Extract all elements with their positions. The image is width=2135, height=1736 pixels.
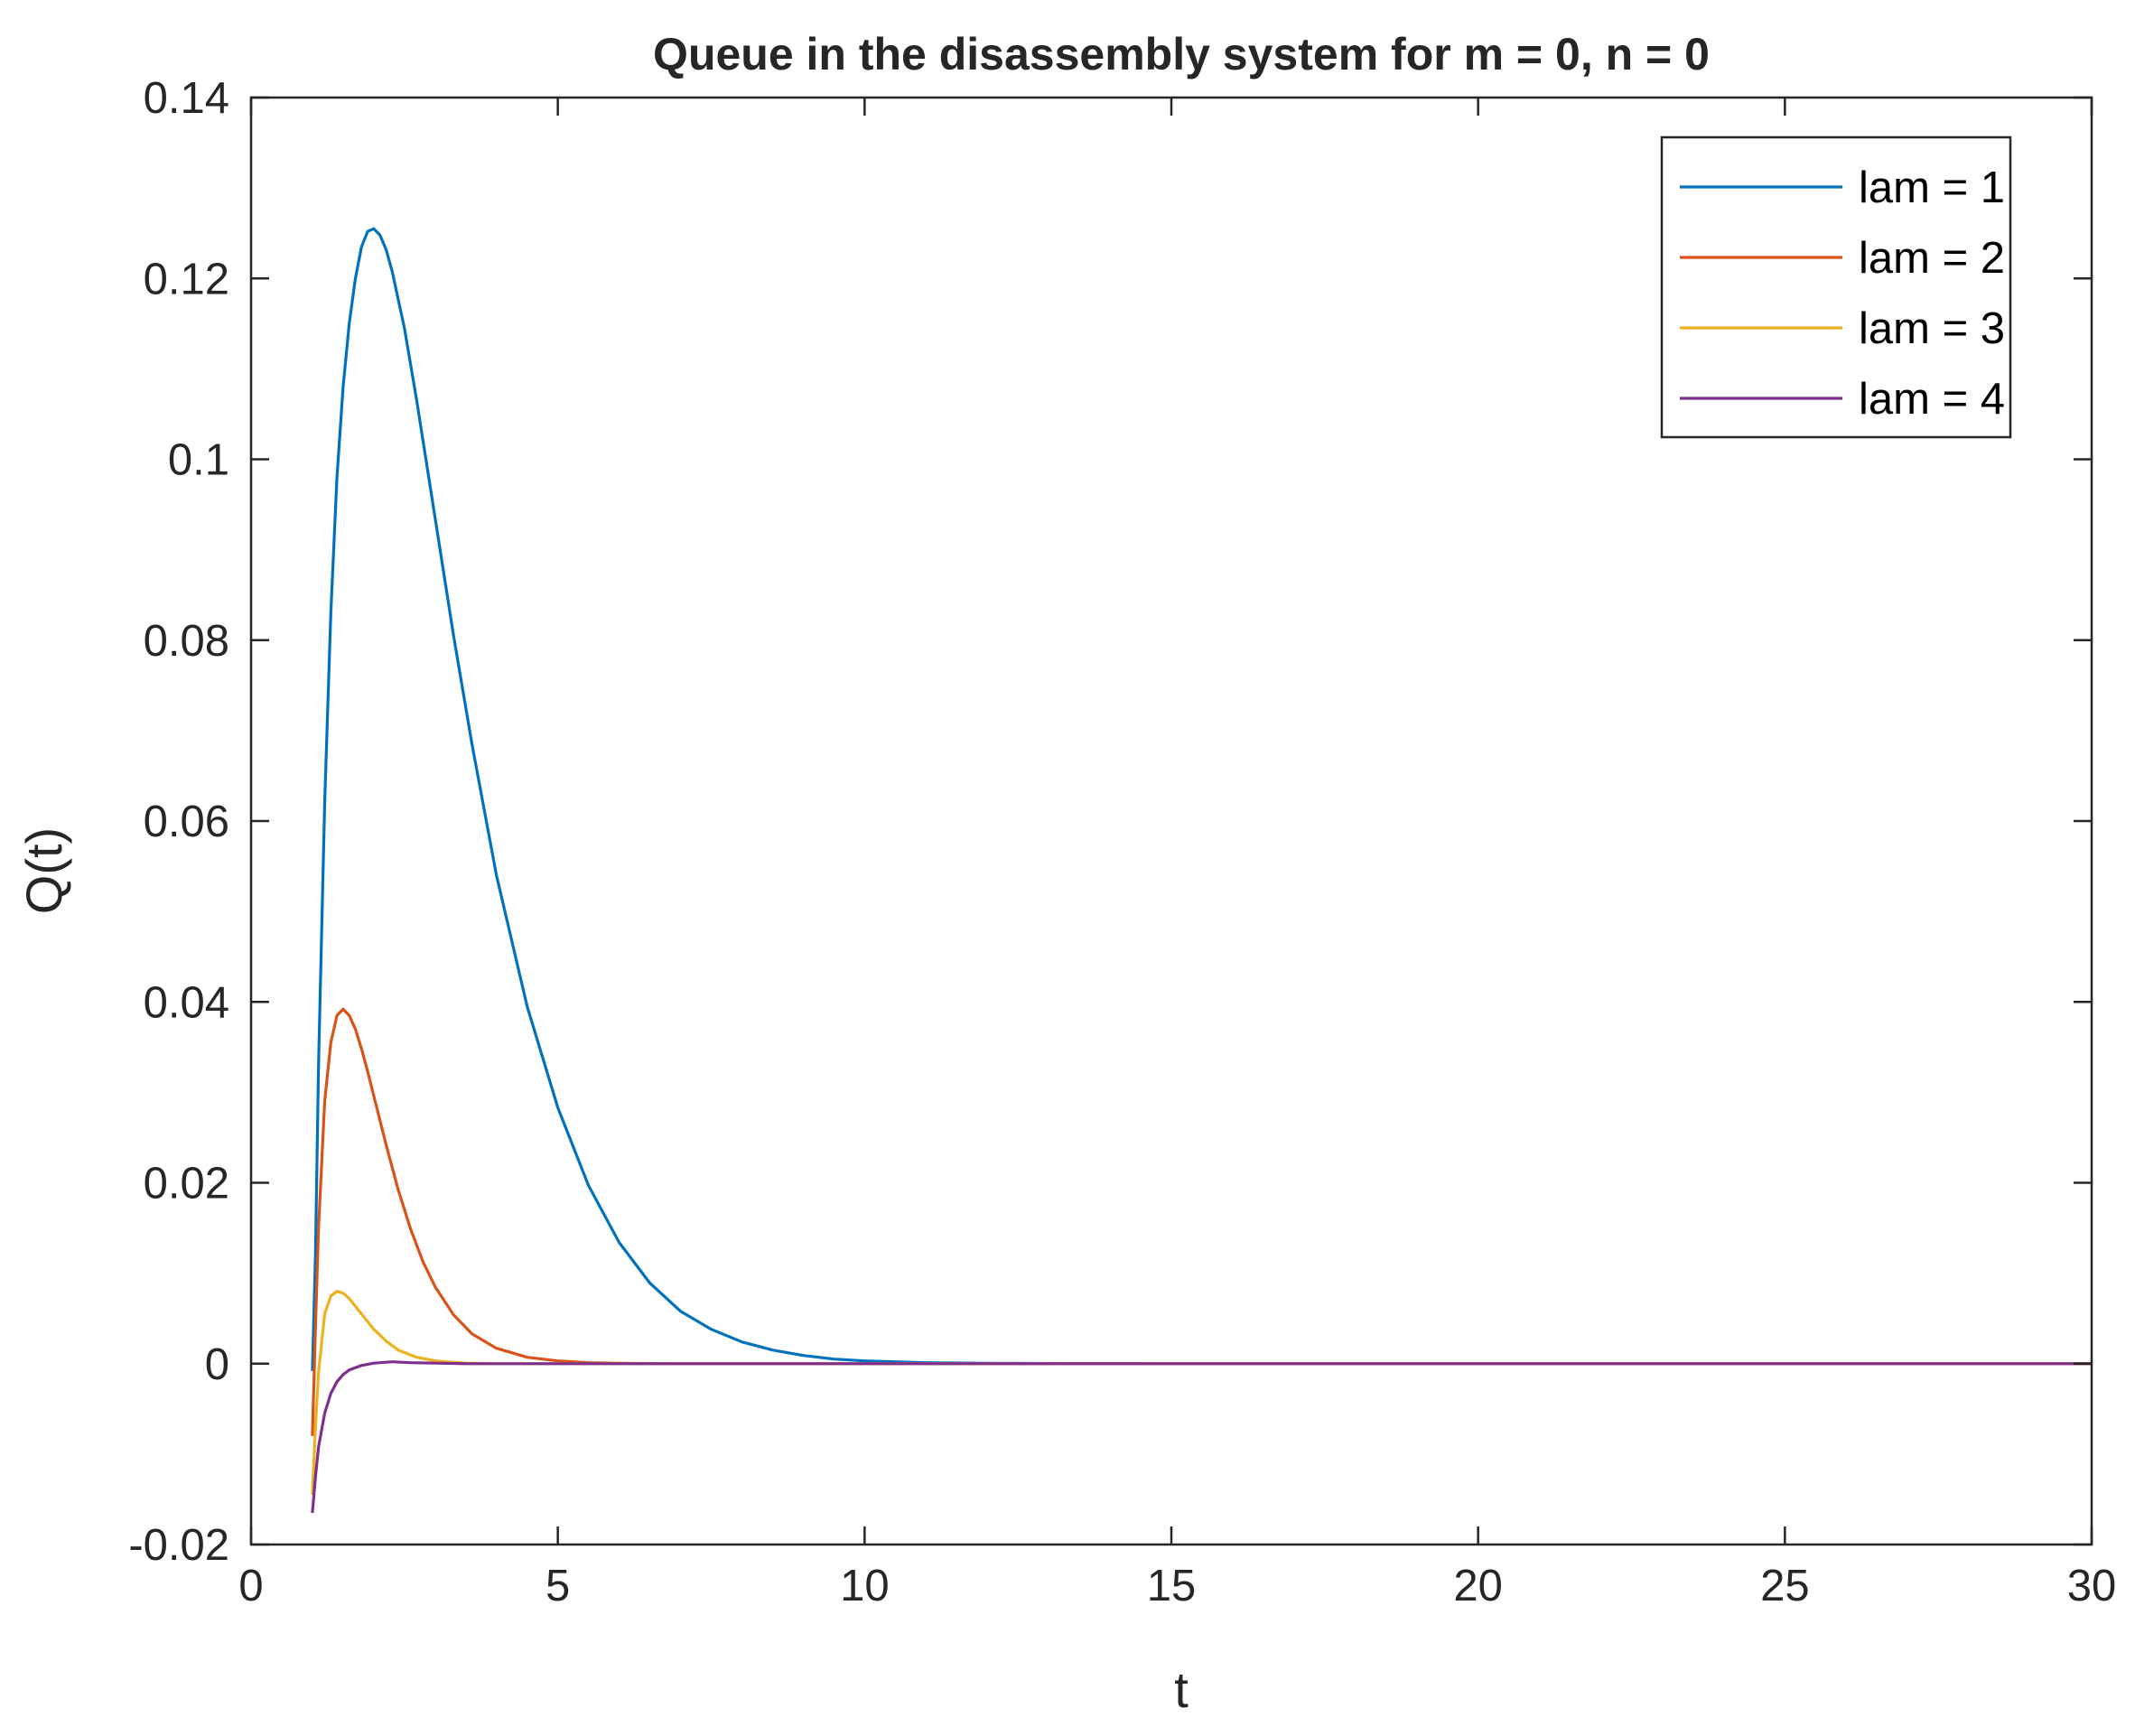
y-tick-label: 0 bbox=[205, 1340, 229, 1389]
y-tick-label: 0.04 bbox=[144, 978, 229, 1027]
legend-label-1: lam = 1 bbox=[1859, 163, 2005, 212]
x-tick-label: 0 bbox=[238, 1562, 263, 1610]
y-tick-label: 0.1 bbox=[168, 436, 229, 485]
series-line-1 bbox=[311, 227, 2092, 1371]
legend-label-2: lam = 2 bbox=[1859, 234, 2005, 283]
legend-label-4: lam = 4 bbox=[1859, 375, 2005, 424]
y-tick-label: 0.08 bbox=[144, 617, 229, 666]
series-line-4 bbox=[311, 1360, 2092, 1514]
legend-label-3: lam = 3 bbox=[1859, 304, 2005, 353]
x-tick-label: 30 bbox=[2067, 1562, 2117, 1610]
y-tick-label: 0.14 bbox=[144, 74, 229, 123]
x-tick-label: 5 bbox=[545, 1562, 570, 1610]
x-tick-label: 25 bbox=[1760, 1562, 1810, 1610]
x-tick-label: 10 bbox=[840, 1562, 890, 1610]
x-axis: 0 5 10 15 20 25 30 bbox=[238, 98, 2116, 1610]
y-tick-label: -0.02 bbox=[128, 1521, 229, 1570]
y-tick-label: 0.12 bbox=[144, 255, 229, 303]
y-tick-label: 0.02 bbox=[144, 1160, 229, 1209]
series-group bbox=[311, 227, 2092, 1514]
x-tick-label: 20 bbox=[1453, 1562, 1503, 1610]
y-axis-label: Q(t) bbox=[15, 827, 72, 914]
y-axis: -0.02 0 0.02 0.04 0.06 0.08 0.1 0.12 0.14 bbox=[128, 74, 2092, 1570]
y-tick-label: 0.06 bbox=[144, 798, 229, 846]
chart-title: Queue in the disassembly system for m = … bbox=[653, 29, 1710, 79]
x-tick-label: 15 bbox=[1147, 1562, 1197, 1610]
legend: lam = 1 lam = 2 lam = 3 lam = 4 bbox=[1660, 135, 2012, 439]
x-axis-label: t bbox=[1174, 1661, 1189, 1718]
